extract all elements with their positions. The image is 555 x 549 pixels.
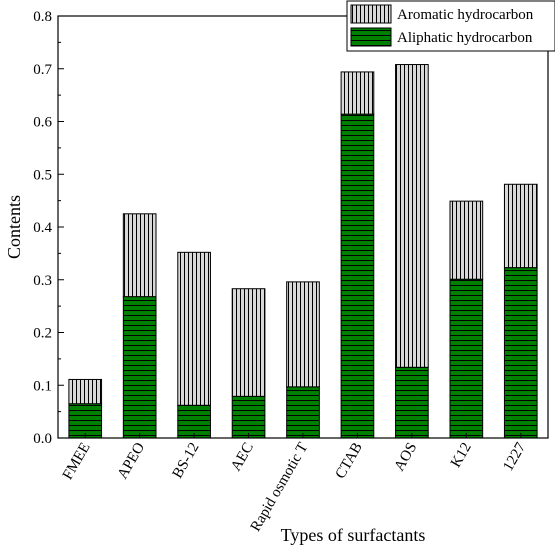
bar-aromatic-hydrocarbon-aec	[231, 288, 266, 397]
x-tick-label: AOS	[391, 440, 420, 474]
legend: Aromatic hydrocarbon Aliphatic hydrocarb…	[346, 0, 555, 52]
plot-frame	[57, 15, 549, 439]
x-tick-label: APEO	[115, 440, 149, 482]
bar-aromatic-hydrocarbon-fmee	[68, 378, 103, 405]
bar-aromatic-hydrocarbon-ctab	[340, 71, 375, 115]
y-axis-ticks: 0.0 0.1 0.2 0.3 0.4 0.5 0.6 0.7 0.8	[33, 9, 64, 447]
x-tick-label: BS-12	[170, 440, 203, 481]
bar-aliphatic-hydrocarbon-apeo	[122, 296, 157, 439]
bar-aliphatic-hydrocarbon-bs-12	[177, 404, 211, 439]
bar-aliphatic-hydrocarbon-rapid-osmotic-t	[286, 386, 320, 439]
x-tick-label: Rapid osmotic T	[248, 440, 312, 534]
y-tick-label: 0.6	[33, 115, 52, 131]
y-tick-label: 0.1	[33, 378, 52, 394]
bar-aliphatic-hydrocarbon-1227	[503, 267, 538, 439]
legend-swatch-aromatic	[350, 4, 392, 24]
bar-aliphatic-hydrocarbon-ctab	[340, 113, 375, 439]
y-tick-label: 0.8	[33, 9, 52, 25]
x-tick-label: K12	[448, 440, 475, 470]
x-tick-label: CTAB	[333, 440, 366, 482]
bar-aromatic-hydrocarbon-1227	[503, 183, 538, 269]
bar-aromatic-hydrocarbon-k12	[449, 200, 484, 280]
bar-aliphatic-hydrocarbon-aec	[231, 395, 266, 439]
y-tick-label: 0.4	[33, 220, 52, 236]
x-tick-label: FMEE	[60, 440, 94, 483]
bar-aliphatic-hydrocarbon-fmee	[68, 403, 103, 439]
y-tick-label: 0.7	[33, 62, 52, 78]
y-tick-label: 0.3	[33, 273, 52, 289]
bar-aromatic-hydrocarbon-rapid-osmotic-t	[286, 281, 320, 388]
bar-aromatic-hydrocarbon-apeo	[122, 213, 157, 298]
bars-group	[68, 64, 538, 439]
legend-label-aliphatic: Aliphatic hydrocarbon	[397, 30, 533, 46]
legend-swatch-aliphatic	[350, 27, 392, 47]
x-axis-title: Types of surfactants	[281, 525, 426, 545]
legend-label-aromatic: Aromatic hydrocarbon	[397, 7, 534, 23]
y-tick-label: 0.2	[33, 326, 52, 342]
bar-aromatic-hydrocarbon-bs-12	[177, 251, 211, 406]
bar-aliphatic-hydrocarbon-aos	[395, 366, 429, 439]
y-axis-title: Contents	[4, 195, 24, 259]
bar-aliphatic-hydrocarbon-k12	[449, 278, 484, 439]
bar-aromatic-hydrocarbon-aos	[395, 64, 429, 368]
y-tick-label: 0.5	[33, 167, 52, 183]
x-tick-label: 1227	[500, 440, 529, 474]
x-tick-label: AEC	[228, 440, 257, 474]
y-tick-label: 0.0	[33, 431, 52, 447]
